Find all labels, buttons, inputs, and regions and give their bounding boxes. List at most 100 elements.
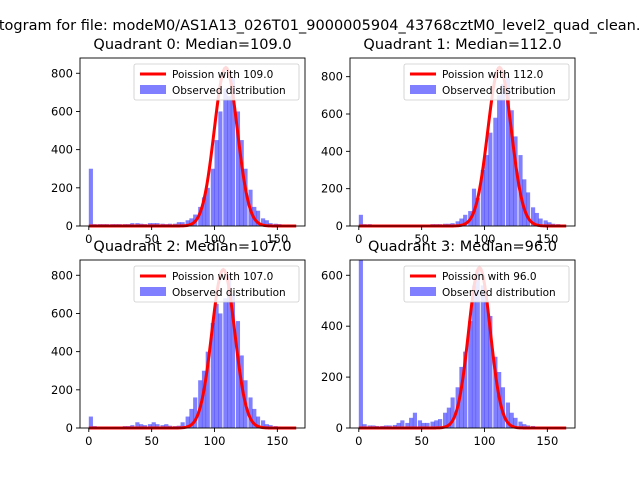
histogram-bar xyxy=(468,321,473,428)
legend-hist-swatch xyxy=(140,85,166,94)
histogram-bar xyxy=(358,214,363,226)
axes-frame xyxy=(349,57,576,227)
quadrant-0-chart: 0 50 100 150 0 200 400 600 800 Poission with 109.… xyxy=(51,37,306,246)
histogram-bar xyxy=(484,300,489,428)
x-tick-label: 50 xyxy=(144,434,159,448)
legend-hist-label: Observed distribution xyxy=(442,287,556,299)
histogram-bar xyxy=(443,412,448,428)
legend-hist-swatch xyxy=(140,287,166,296)
legend: Poission with 96.0 Observed distribution xyxy=(403,265,570,303)
legend-fit-label: Poission with 112.0 xyxy=(442,69,543,81)
legend-hist-label: Observed distribution xyxy=(172,287,286,299)
legend-box xyxy=(403,265,570,303)
y-tick-label: 600 xyxy=(51,306,73,320)
histogram-bar xyxy=(151,422,156,428)
x-tick-label: 150 xyxy=(536,232,558,246)
x-tick-label: 100 xyxy=(204,434,226,448)
x-tick-label: 100 xyxy=(204,232,226,246)
histogram-bar xyxy=(227,275,232,428)
x-tick-label: 150 xyxy=(266,434,288,448)
y-tick-label: 400 xyxy=(51,143,73,157)
histogram-bar xyxy=(248,397,253,428)
histogram-bar xyxy=(400,420,405,428)
subplot-grid: 0 50 100 150 0 200 400 600 800 Poission with 109.… xyxy=(51,37,576,448)
histogram-bar xyxy=(218,313,223,428)
histogram-bar xyxy=(430,421,435,428)
histogram-bar xyxy=(522,424,527,428)
histogram-bar xyxy=(255,210,261,226)
histogram-bar xyxy=(180,422,185,428)
legend-fit-label: Poission with 107.0 xyxy=(172,271,273,283)
histogram-bar xyxy=(261,420,266,428)
y-tick-label: 400 xyxy=(51,345,73,359)
histogram-bar xyxy=(463,214,468,226)
histogram-bar xyxy=(446,407,451,428)
histogram-bar xyxy=(505,402,511,428)
histogram-bar xyxy=(189,408,194,428)
histogram-bar xyxy=(201,197,207,226)
x-tick-label: 150 xyxy=(536,434,558,448)
axes-frame xyxy=(349,259,576,429)
y-tick-label: 200 xyxy=(51,181,73,195)
histogram-bar xyxy=(185,416,190,428)
histogram-bar xyxy=(264,220,269,226)
histogram-bar xyxy=(264,424,269,428)
quadrant-3-chart: 0 50 100 150 0 200 400 600 Poission with 96.0 Obs… xyxy=(321,239,576,448)
x-tick-label: 0 xyxy=(85,232,92,246)
histogram-bar xyxy=(497,95,502,226)
histogram-bar xyxy=(180,222,185,226)
x-tick-label: 100 xyxy=(474,232,496,246)
histogram-bar xyxy=(417,420,423,428)
quadrant-2-chart: 0 50 100 150 0 200 400 600 800 Poission with 107.… xyxy=(51,239,306,448)
histogram-bar xyxy=(205,351,210,428)
legend-fit-label: Poission with 96.0 xyxy=(442,271,537,283)
histogram-bar xyxy=(513,417,518,428)
histogram-bar xyxy=(480,285,485,428)
x-tick-label: 0 xyxy=(355,434,362,448)
quadrant-title: Quadrant 1: Median=112.0 xyxy=(363,37,561,53)
histogram-bar xyxy=(189,218,194,226)
histogram-bar xyxy=(412,412,417,428)
axes-frame xyxy=(79,57,306,227)
histogram-bar xyxy=(205,187,210,226)
histogram-bar xyxy=(210,323,215,428)
histogram-bar xyxy=(392,424,397,428)
histogram-bar xyxy=(547,222,552,226)
histogram-bar xyxy=(488,132,493,226)
histogram-bar xyxy=(493,356,498,428)
y-tick-label: 400 xyxy=(321,144,343,158)
histogram-bar xyxy=(509,412,514,428)
histogram-bar xyxy=(475,270,480,428)
histogram-bar xyxy=(534,212,539,226)
legend: Poission with 107.0 Observed distribution xyxy=(133,265,300,303)
histogram-bar xyxy=(235,321,241,428)
quadrant-title: Quadrant 0: Median=109.0 xyxy=(93,37,291,53)
histogram-bar xyxy=(538,218,543,226)
histogram-bar xyxy=(223,88,228,226)
histogram-bar xyxy=(210,168,215,226)
histogram-bar xyxy=(471,285,477,428)
histogram-bar xyxy=(437,419,443,428)
histogram-bar xyxy=(198,206,203,226)
legend: Poission with 112.0 Observed distribution xyxy=(403,63,570,101)
histogram-bar xyxy=(135,422,140,428)
histogram-bar xyxy=(239,140,244,226)
page-title: Histogram for file: modeM0/AS1A13_026T01… xyxy=(0,18,640,34)
y-tick-label: 600 xyxy=(51,104,73,118)
histogram-bar xyxy=(201,370,207,428)
histogram-bar xyxy=(139,424,144,428)
histogram-bar xyxy=(505,76,511,226)
histogram-bar xyxy=(155,424,160,428)
y-tick-label: 200 xyxy=(51,383,73,397)
histogram-bar xyxy=(164,424,169,428)
histogram-bar xyxy=(214,303,219,428)
x-tick-label: 100 xyxy=(474,434,496,448)
legend-hist-label: Observed distribution xyxy=(172,85,286,97)
x-tick-label: 0 xyxy=(85,434,92,448)
histogram-bar xyxy=(396,422,401,428)
histogram-bar xyxy=(230,77,235,226)
histogram-bar xyxy=(450,397,455,428)
y-tick-label: 600 xyxy=(321,107,343,121)
histogram-bar xyxy=(531,207,536,226)
